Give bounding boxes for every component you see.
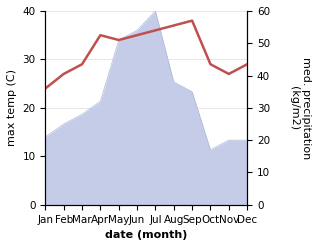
Y-axis label: max temp (C): max temp (C) [7,69,17,146]
Y-axis label: med. precipitation
(kg/m2): med. precipitation (kg/m2) [289,57,311,159]
X-axis label: date (month): date (month) [105,230,187,240]
